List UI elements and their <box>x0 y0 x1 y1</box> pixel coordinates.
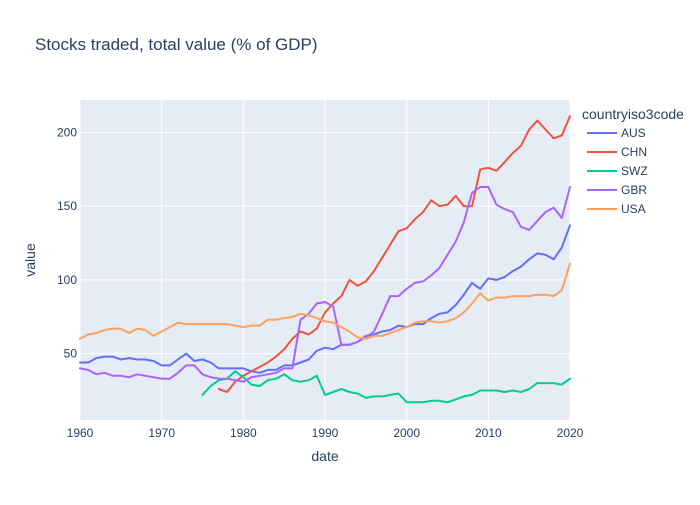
x-tick-label: 1970 <box>148 426 175 440</box>
legend-item-usa[interactable]: USA <box>587 202 646 216</box>
series-line-usa <box>79 262 571 340</box>
legend-label: USA <box>621 202 646 216</box>
legend-label: SWZ <box>621 164 648 178</box>
series-line-chn <box>217 115 571 393</box>
x-axis-label: date <box>311 448 338 464</box>
y-tick-label: 100 <box>57 273 77 287</box>
series-lines <box>79 115 571 404</box>
legend-item-chn[interactable]: CHN <box>587 145 647 159</box>
x-tick-label: 1960 <box>67 426 94 440</box>
legend-label: GBR <box>621 183 647 197</box>
series-line-gbr <box>79 186 571 383</box>
x-tick-label: 2000 <box>393 426 420 440</box>
legend: countryiso3code AUS CHN SWZ GBR USA <box>582 106 684 216</box>
chart-title: Stocks traded, total value (% of GDP) <box>35 35 318 54</box>
x-tick-label: 1990 <box>312 426 339 440</box>
legend-item-gbr[interactable]: GBR <box>587 183 647 197</box>
legend-title: countryiso3code <box>582 106 684 122</box>
legend-item-swz[interactable]: SWZ <box>587 164 648 178</box>
legend-label: AUS <box>621 126 646 140</box>
y-tick-label: 50 <box>64 347 78 361</box>
legend-label: CHN <box>621 145 647 159</box>
legend-items: AUS CHN SWZ GBR USA <box>587 126 648 216</box>
tick-labels: 1960 1970 1980 1990 2000 2010 2020 50 100 150 200 <box>57 125 584 440</box>
x-tick-label: 1980 <box>230 426 257 440</box>
y-axis-label: value <box>22 243 38 277</box>
legend-item-aus[interactable]: AUS <box>587 126 646 140</box>
y-tick-label: 150 <box>57 199 77 213</box>
series-line-swz <box>201 370 571 404</box>
y-tick-label: 200 <box>57 125 77 139</box>
series-line-aus <box>79 224 571 374</box>
x-tick-label: 2020 <box>557 426 584 440</box>
x-tick-label: 2010 <box>475 426 502 440</box>
